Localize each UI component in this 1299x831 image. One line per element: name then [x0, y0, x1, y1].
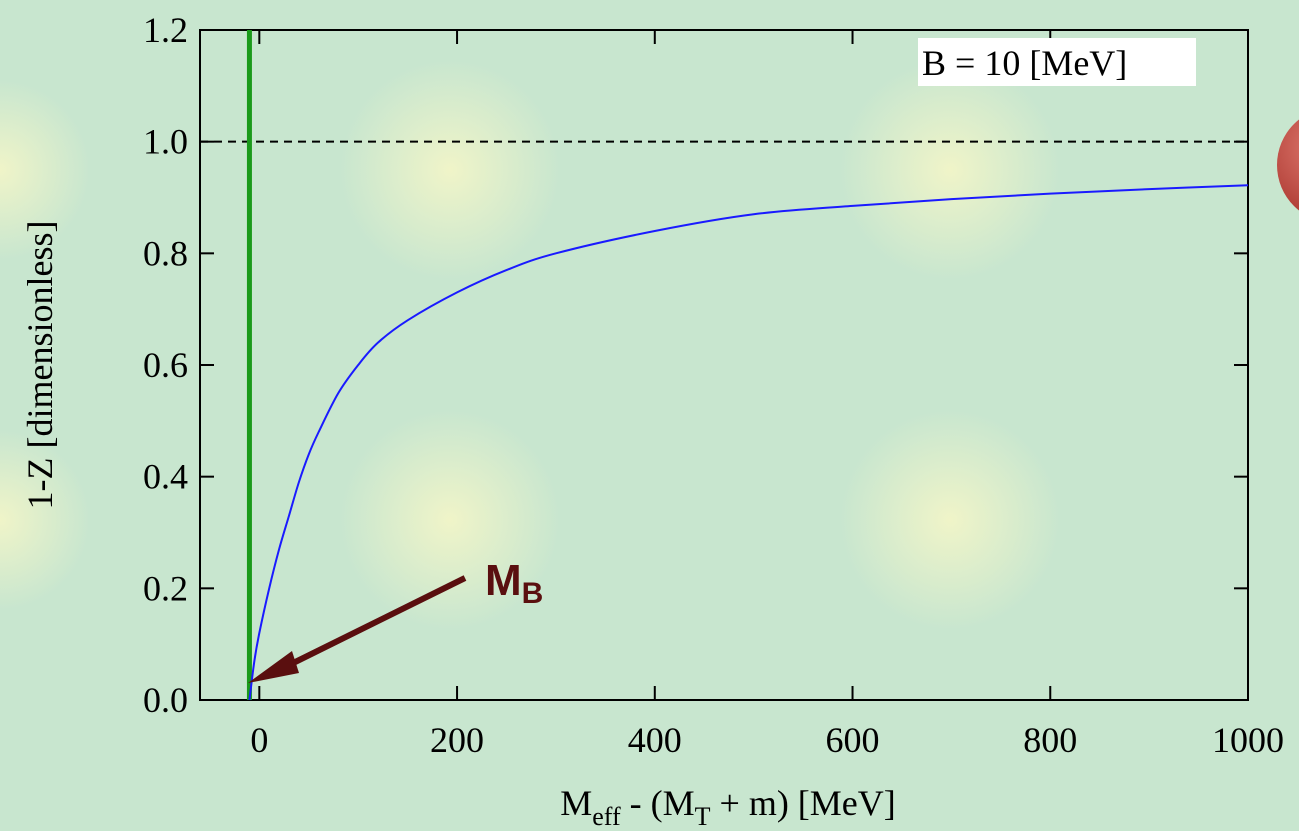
y-tick-label: 1.0: [143, 122, 188, 162]
x-tick-label: 600: [826, 720, 880, 760]
mb-annotation: MB: [248, 556, 543, 683]
x-tick-label: 400: [628, 720, 682, 760]
y-tick-label: 0.8: [143, 233, 188, 273]
y-tick-label: 0.0: [143, 680, 188, 720]
annotation-arrowhead: [248, 651, 299, 683]
legend: B = 10 [MeV]: [918, 38, 1196, 86]
x-axis-title-tail: + m) [MeV]: [711, 783, 896, 823]
legend-box: [918, 38, 1196, 86]
decorative-badge: [1277, 119, 1299, 211]
series-curve: [248, 184, 1249, 701]
annotation-label-base: M: [485, 556, 522, 605]
x-axis-title: Meff - (MT + m) [MeV]: [560, 783, 896, 831]
y-tick-label: 0.2: [143, 568, 188, 608]
y-axis-title: 1-Z [dimensionless]: [20, 221, 60, 510]
y-tick-label: 0.6: [143, 345, 188, 385]
legend-label: B = 10 [MeV]: [922, 43, 1127, 83]
x-axis-title-base-sub: eff: [592, 802, 621, 831]
x-axis-title-base: M: [560, 783, 592, 823]
x-tick-label: 0: [250, 720, 268, 760]
x-tick-label: 200: [430, 720, 484, 760]
y-tick-label: 0.4: [143, 457, 188, 497]
annotation-arrow-shaft: [273, 575, 467, 675]
annotation-label-sub: B: [522, 577, 544, 610]
axis-tick-labels: 0 200 400 600 800 1000 0.0 0.2 0.4 0.6 0.8 1.0 1.2: [143, 10, 1284, 760]
x-axis-title-middle: - (M: [621, 783, 695, 823]
x-tick-label: 800: [1023, 720, 1077, 760]
background-decoration: [0, 60, 1299, 630]
x-axis-title-middle-sub: T: [695, 802, 711, 831]
x-tick-label: 1000: [1212, 720, 1284, 760]
y-tick-label: 1.2: [143, 10, 188, 50]
annotation-label: MB: [485, 556, 543, 610]
